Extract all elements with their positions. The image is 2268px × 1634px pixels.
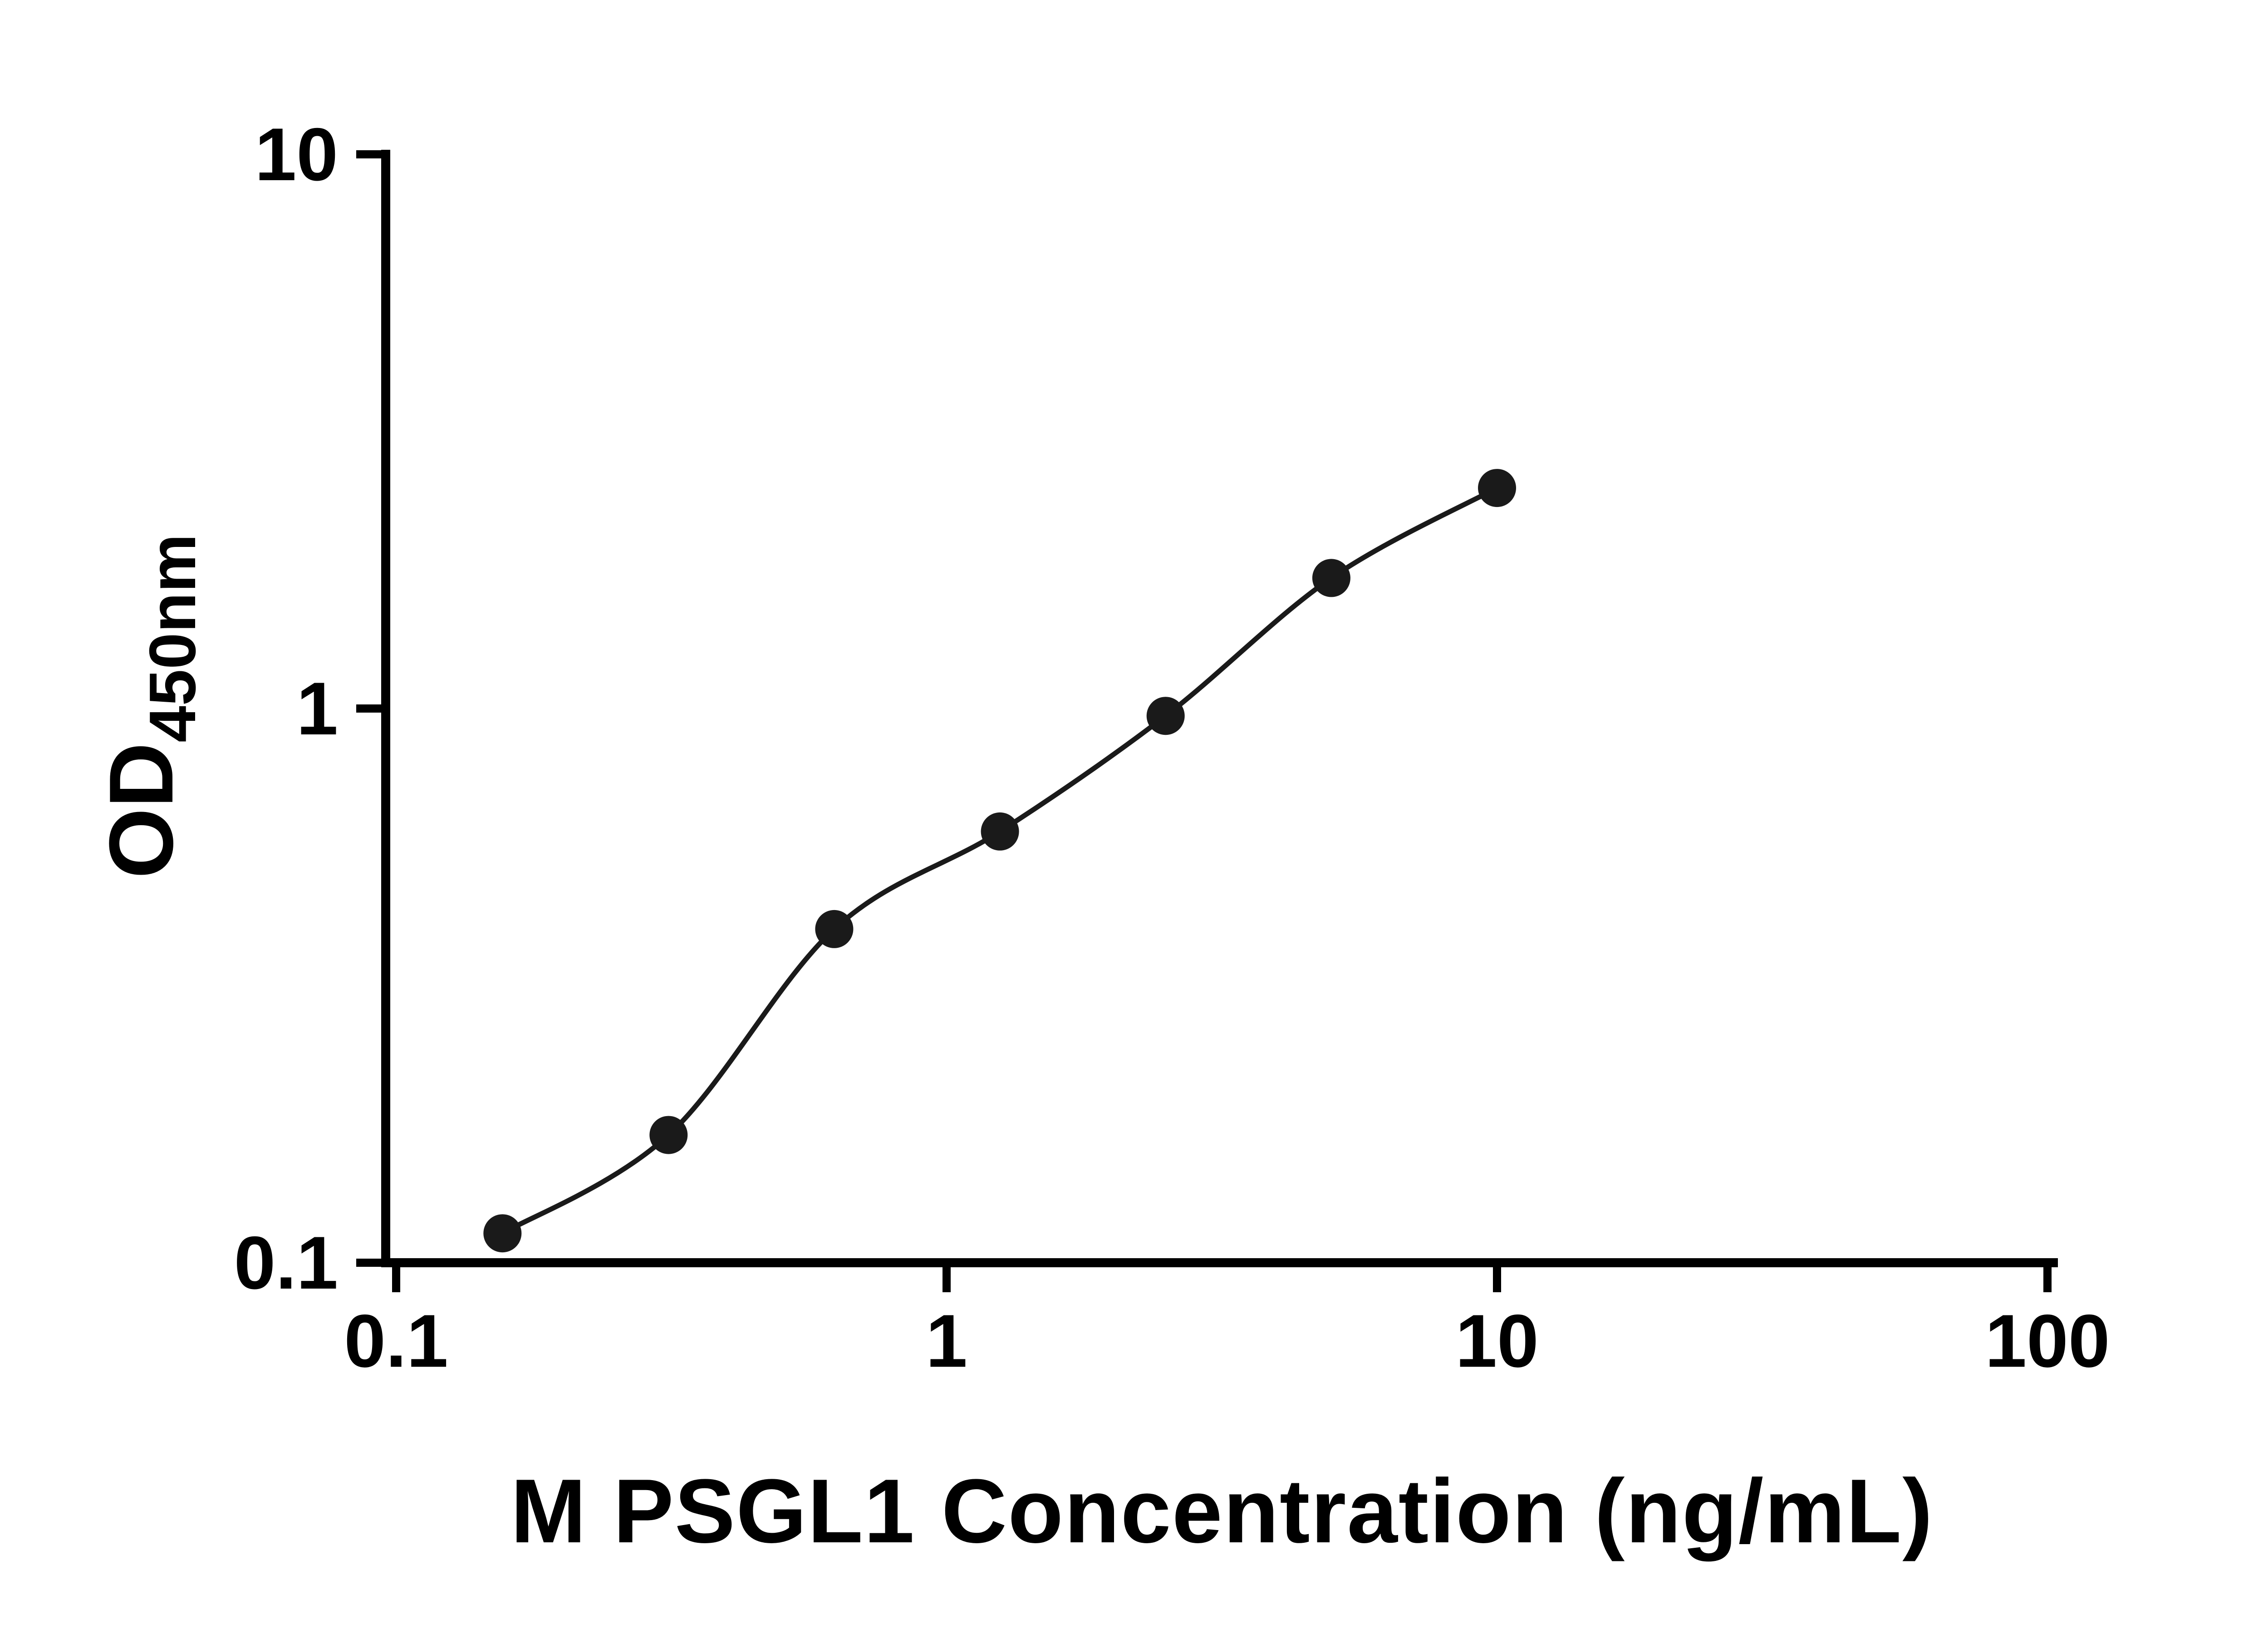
data-point-marker <box>815 910 854 948</box>
x-tick-label: 10 <box>1455 1299 1539 1383</box>
x-tick-label: 1 <box>926 1299 967 1383</box>
y-tick-label: 1 <box>296 667 338 750</box>
x-tick-label: 0.1 <box>344 1299 448 1383</box>
axis-spine <box>381 150 2058 1267</box>
data-point-marker <box>1146 697 1185 735</box>
x-axis-title: M PSGL1 Concentration (ng/mL) <box>511 1461 1934 1562</box>
data-point-marker <box>649 1116 688 1154</box>
fit-curve <box>501 486 1498 1235</box>
data-point-marker <box>1478 469 1516 507</box>
data-point-marker <box>981 812 1019 851</box>
y-tick-label: 0.1 <box>234 1221 338 1304</box>
data-point-marker <box>1312 559 1350 597</box>
data-point-marker <box>483 1214 522 1253</box>
y-tick-label: 10 <box>255 113 338 196</box>
y-axis-title: OD450nm <box>91 534 209 878</box>
x-tick-label: 100 <box>1985 1299 2110 1383</box>
